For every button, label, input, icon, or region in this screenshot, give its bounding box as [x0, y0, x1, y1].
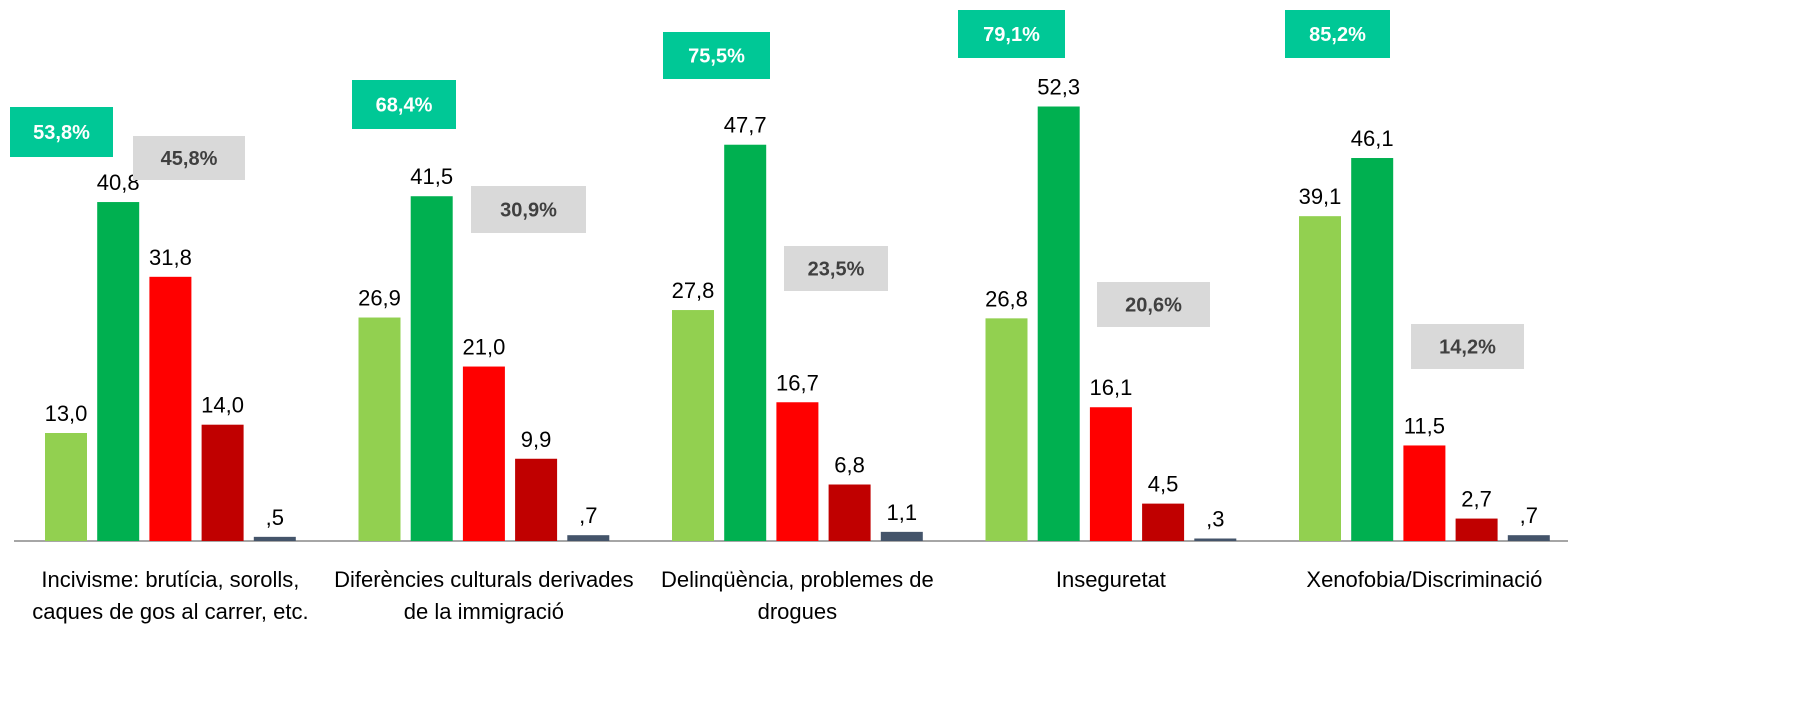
bar: [1142, 503, 1185, 541]
bar: [985, 318, 1028, 541]
negative-total-box: [1411, 324, 1524, 369]
positive-total-label: 79,1%: [983, 24, 1040, 46]
value-label: 21,0: [462, 335, 505, 360]
value-label: ,3: [1206, 507, 1224, 532]
bar: [1403, 445, 1446, 541]
category-label: Diferències culturals derivades de la im…: [334, 567, 634, 624]
bar: [253, 536, 296, 541]
category-label: Delinqüència, problemes de drogues: [661, 567, 934, 624]
value-label: 31,8: [149, 245, 192, 270]
value-label: ,7: [579, 503, 597, 528]
positive-total-box: [10, 107, 113, 157]
bar: [462, 366, 505, 541]
positive-total-label: 85,2%: [1309, 24, 1366, 46]
positive-total-box: [1285, 10, 1390, 58]
bar: [149, 276, 192, 541]
value-label: 11,5: [1404, 413, 1445, 438]
bar: [880, 531, 923, 541]
category-label: Xenofobia/Discriminació: [1306, 567, 1543, 592]
negative-total-label: 45,8%: [161, 148, 218, 170]
category-label: Incivisme: brutícia, sorolls, caques de …: [32, 567, 309, 624]
positive-total-box: [352, 80, 456, 129]
bar: [45, 433, 87, 541]
value-label: 2,7: [1461, 487, 1492, 512]
bar: [1089, 407, 1132, 541]
value-label: 16,7: [776, 370, 819, 395]
positive-total-label: 53,8%: [33, 122, 90, 144]
value-label: 39,1: [1299, 184, 1342, 209]
value-label: 4,5: [1148, 472, 1179, 497]
negative-total-box: [133, 136, 245, 180]
negative-total-label: 20,6%: [1125, 295, 1182, 317]
bar: [1351, 158, 1394, 541]
value-label: 13,0: [45, 401, 88, 426]
positive-total-label: 75,5%: [688, 46, 745, 68]
value-label: 1,1: [887, 500, 918, 525]
category-label: Inseguretat: [1055, 567, 1166, 592]
value-label: 41,5: [410, 164, 453, 189]
bar: [201, 424, 244, 541]
bar: [358, 317, 401, 541]
bar: [567, 535, 610, 541]
positive-total-label: 68,4%: [376, 95, 433, 117]
bar: [776, 402, 819, 541]
bar: [97, 202, 140, 542]
negative-total-label: 14,2%: [1439, 337, 1496, 359]
negative-total-box: [784, 246, 888, 291]
negative-total-label: 23,5%: [808, 259, 865, 281]
value-label: 26,8: [985, 286, 1028, 311]
value-label: 40,8: [97, 170, 140, 195]
bar: [724, 144, 767, 541]
negative-total-label: 30,9%: [500, 200, 557, 222]
bar: [1507, 535, 1550, 541]
value-label: 14,0: [201, 393, 244, 418]
value-label: 16,1: [1089, 375, 1132, 400]
positive-total-box: [958, 10, 1065, 58]
negative-total-box: [1097, 282, 1210, 327]
bar: [1037, 106, 1080, 541]
bar: [1194, 538, 1237, 541]
value-label: 46,1: [1351, 126, 1394, 151]
value-label: 52,3: [1037, 75, 1080, 100]
positive-total-box: [663, 32, 770, 79]
bar: [515, 458, 558, 541]
value-label: ,7: [1520, 503, 1538, 528]
value-label: 47,7: [724, 113, 767, 138]
bar: [410, 196, 453, 541]
value-label: ,5: [266, 505, 284, 530]
negative-total-box: [471, 186, 586, 233]
value-label: 6,8: [834, 453, 865, 478]
bar: [828, 484, 871, 541]
value-label: 9,9: [521, 427, 552, 452]
value-label: 27,8: [672, 278, 715, 303]
bar: [1455, 518, 1498, 541]
value-label: 26,9: [358, 286, 401, 311]
bar: [1299, 216, 1341, 541]
bar: [672, 310, 714, 541]
